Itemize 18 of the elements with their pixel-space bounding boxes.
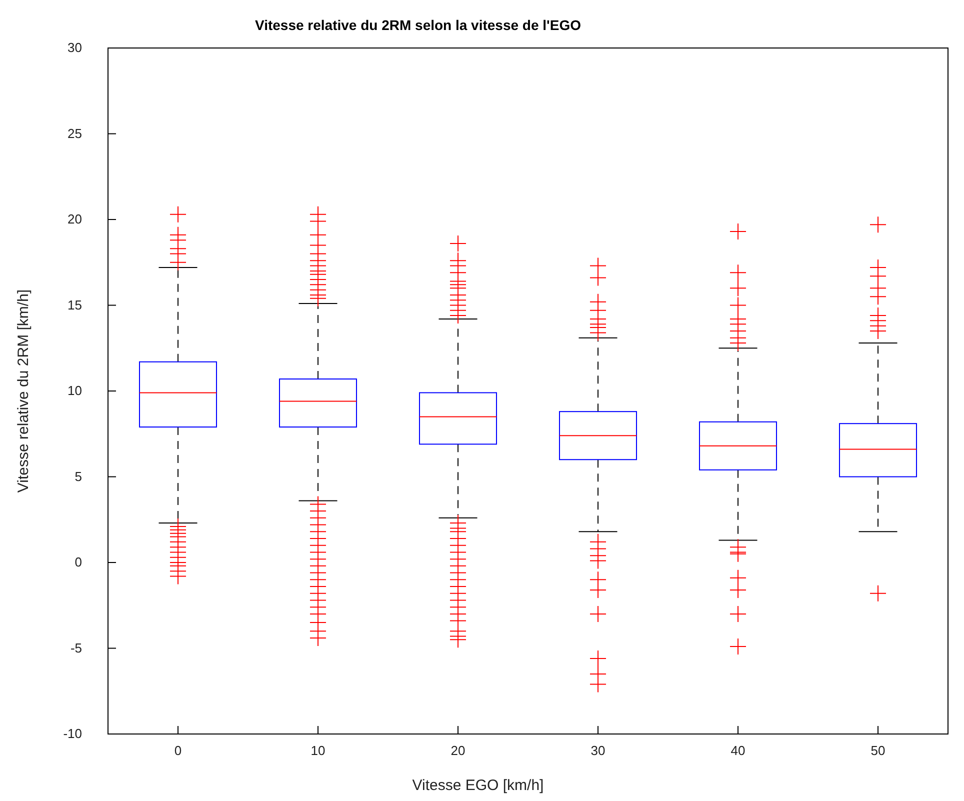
x-axis-title: Vitesse EGO [km/h] [412,777,544,794]
y-tick-label: 10 [68,383,82,398]
y-tick-label: -10 [63,726,82,741]
y-tick-label: 0 [74,554,82,570]
y-tick-label: -5 [70,640,82,656]
y-axis-title: Vitesse relative du 2RM [km/h] [15,289,32,493]
x-tick-label: 30 [590,743,606,758]
x-tick-label: 0 [174,743,182,758]
chart-title: Vitesse relative du 2RM selon la vitesse de l'EGO [255,17,582,33]
y-tick-label: 20 [68,212,82,226]
y-tick-label: 30 [68,40,82,55]
x-tick-label: 20 [450,743,466,758]
x-tick-label: 10 [310,743,326,758]
x-tick-label: 50 [870,743,886,758]
y-tick-label: 5 [74,468,82,484]
x-tick-label: 40 [730,743,746,758]
y-tick-label: 15 [68,297,82,312]
y-tick-label: 25 [68,126,82,141]
